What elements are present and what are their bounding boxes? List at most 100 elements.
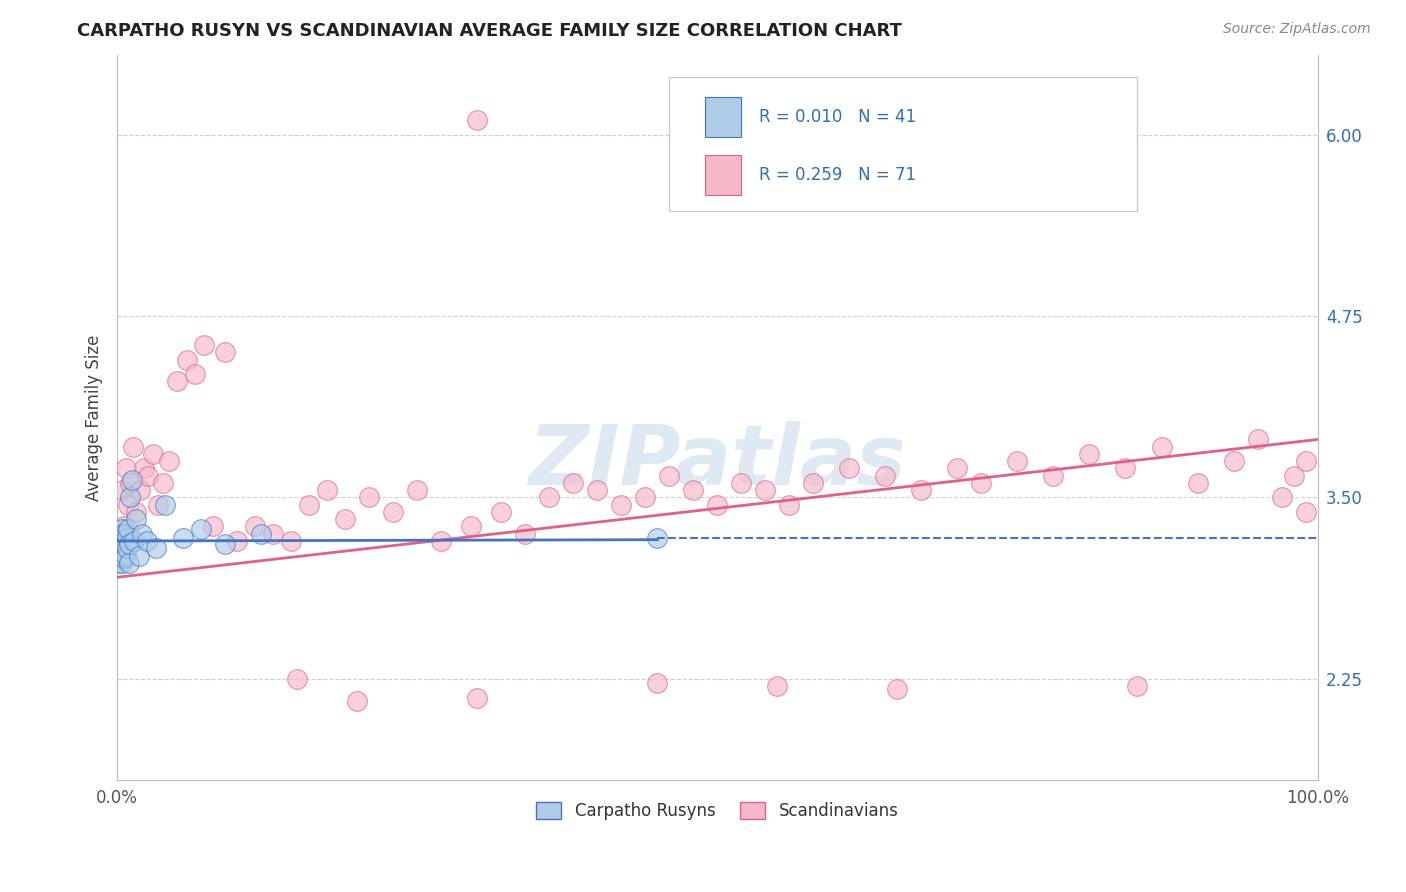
Point <box>114 461 136 475</box>
Point <box>125 505 148 519</box>
Bar <box>706 97 741 136</box>
Point <box>1187 475 1209 490</box>
Point <box>128 549 150 563</box>
Point <box>1078 447 1101 461</box>
Point <box>117 541 139 556</box>
Point <box>730 475 752 490</box>
Point <box>176 352 198 367</box>
Point <box>647 676 669 690</box>
Point <box>245 519 267 533</box>
Point <box>112 519 135 533</box>
Point <box>114 537 136 551</box>
Point <box>193 338 215 352</box>
Point <box>132 461 155 475</box>
Point <box>110 551 132 566</box>
Point <box>682 483 704 498</box>
Point <box>112 541 135 556</box>
Point <box>111 537 134 551</box>
Point <box>184 368 207 382</box>
Point <box>125 512 148 526</box>
Point <box>280 533 302 548</box>
Point <box>226 533 249 548</box>
Point <box>111 533 134 548</box>
Point <box>108 533 131 548</box>
Point <box>1114 461 1136 475</box>
Point <box>910 483 932 498</box>
Point <box>586 483 609 498</box>
Point <box>142 447 165 461</box>
Point <box>647 531 669 545</box>
Point <box>136 533 159 548</box>
Point <box>610 498 633 512</box>
Text: CARPATHO RUSYN VS SCANDINAVIAN AVERAGE FAMILY SIZE CORRELATION CHART: CARPATHO RUSYN VS SCANDINAVIAN AVERAGE F… <box>77 22 903 40</box>
Point <box>117 522 139 536</box>
Point <box>1295 505 1317 519</box>
Point <box>538 491 561 505</box>
Point <box>634 491 657 505</box>
Point <box>1222 454 1244 468</box>
Text: ZIPatlas: ZIPatlas <box>529 421 907 501</box>
Point <box>122 533 145 548</box>
Point <box>115 549 138 563</box>
Point <box>115 531 138 545</box>
Point <box>108 549 131 563</box>
Point <box>285 672 308 686</box>
Point <box>138 468 160 483</box>
Point <box>359 491 381 505</box>
Point <box>1282 468 1305 483</box>
Point <box>346 693 368 707</box>
Point <box>316 483 339 498</box>
Point <box>157 454 180 468</box>
Text: R = 0.010   N = 41: R = 0.010 N = 41 <box>759 108 917 126</box>
Point <box>250 526 273 541</box>
Point <box>112 549 135 563</box>
Point <box>298 498 321 512</box>
Point <box>214 345 236 359</box>
Point <box>382 505 405 519</box>
Y-axis label: Average Family Size: Average Family Size <box>86 334 103 501</box>
Point <box>166 375 188 389</box>
Point <box>430 533 453 548</box>
Point <box>970 475 993 490</box>
Point <box>152 475 174 490</box>
Point <box>658 468 681 483</box>
Point <box>131 526 153 541</box>
Point <box>114 526 136 541</box>
Point <box>1246 433 1268 447</box>
Point <box>108 526 131 541</box>
Point <box>120 491 142 505</box>
Point <box>110 546 132 560</box>
Point <box>110 531 132 545</box>
Point <box>117 498 139 512</box>
Point <box>146 498 169 512</box>
Text: R = 0.259   N = 71: R = 0.259 N = 71 <box>759 166 917 184</box>
Text: Source: ZipAtlas.com: Source: ZipAtlas.com <box>1223 22 1371 37</box>
Point <box>335 512 357 526</box>
Point <box>112 533 135 548</box>
Point <box>491 505 513 519</box>
Point <box>886 681 908 696</box>
Point <box>406 483 429 498</box>
Point <box>111 531 134 545</box>
Point <box>202 519 225 533</box>
Point <box>465 113 488 128</box>
Bar <box>706 155 741 194</box>
Point <box>460 519 482 533</box>
Point <box>112 551 135 566</box>
Point <box>108 556 131 570</box>
Legend: Carpatho Rusyns, Scandinavians: Carpatho Rusyns, Scandinavians <box>530 795 905 826</box>
Point <box>121 473 143 487</box>
Point <box>111 556 134 570</box>
Point <box>875 468 897 483</box>
Point <box>1007 454 1029 468</box>
Point <box>108 537 131 551</box>
Point <box>562 475 585 490</box>
Point <box>145 541 167 556</box>
Point <box>190 522 212 536</box>
Point <box>838 461 860 475</box>
Point <box>214 537 236 551</box>
Point <box>1042 468 1064 483</box>
Point <box>1295 454 1317 468</box>
Point <box>153 498 176 512</box>
Point <box>262 526 284 541</box>
